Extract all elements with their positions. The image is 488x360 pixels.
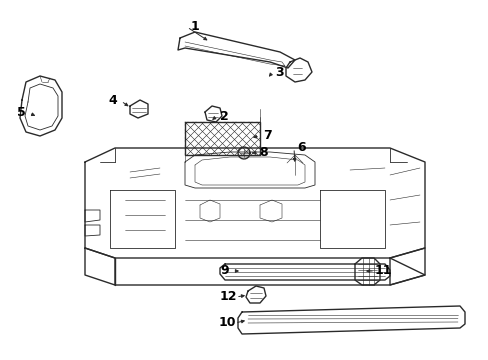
Text: 3: 3 xyxy=(275,67,284,80)
Text: 10: 10 xyxy=(218,316,235,329)
Text: 6: 6 xyxy=(297,141,305,154)
Text: 1: 1 xyxy=(190,21,199,33)
Text: 5: 5 xyxy=(17,107,25,120)
Text: 7: 7 xyxy=(263,130,272,143)
Text: 4: 4 xyxy=(108,94,117,108)
Text: 12: 12 xyxy=(219,291,236,303)
Text: 9: 9 xyxy=(220,265,229,278)
Text: 2: 2 xyxy=(219,111,228,123)
Text: 11: 11 xyxy=(373,265,391,278)
Text: 8: 8 xyxy=(259,147,268,159)
